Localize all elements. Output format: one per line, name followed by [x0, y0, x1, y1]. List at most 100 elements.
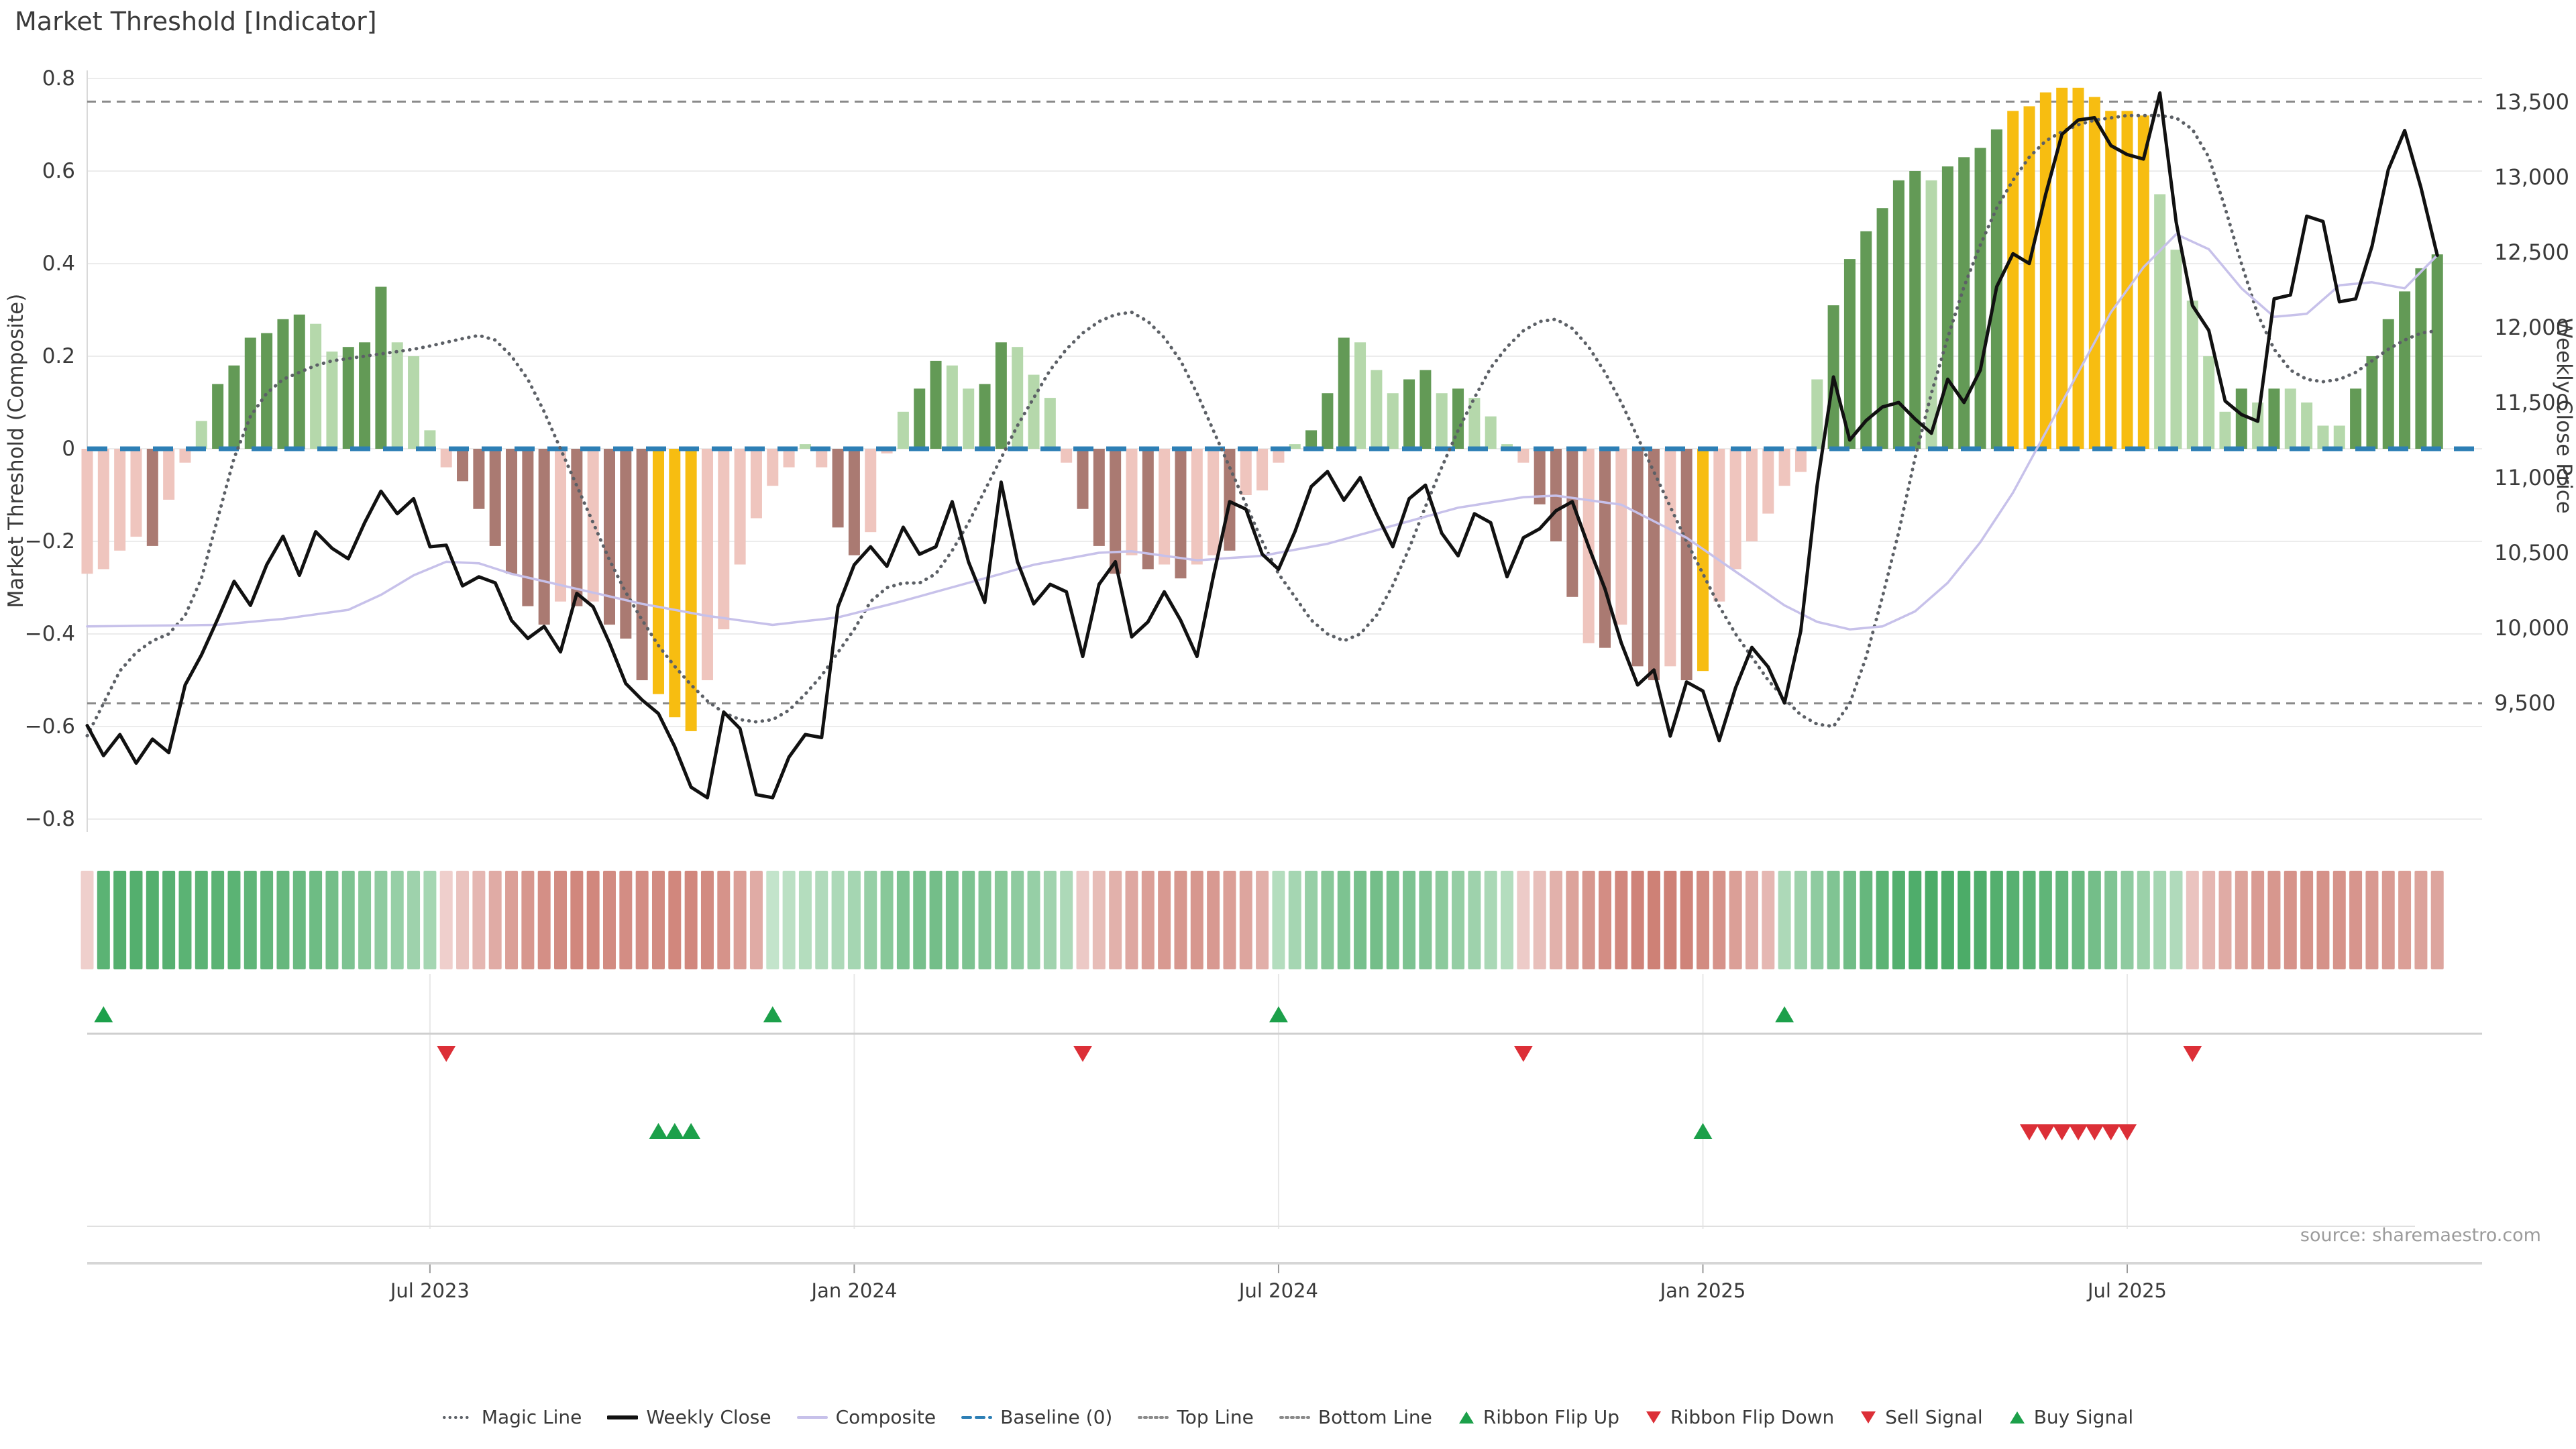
- ribbon-cell: [1223, 871, 1236, 969]
- axis-labels: 0.8 0.6 0.4 0.2 0 −0.2 −0.4 −0.6 −0.8 13,500 13,00…: [25, 66, 2569, 831]
- ribbon-cell: [1501, 871, 1514, 969]
- ribbon-cell: [390, 871, 404, 969]
- ribbon-cell: [929, 871, 943, 969]
- ribbon-cell: [1043, 871, 1057, 969]
- ribbon-cell: [1957, 871, 1971, 969]
- line-swatch-icon: [961, 1415, 993, 1419]
- legend-label: Weekly Close: [646, 1406, 771, 1428]
- ribbon-cell: [2414, 871, 2428, 969]
- ribbon-cell: [260, 871, 274, 969]
- sell-signal-marker: [2036, 1124, 2055, 1140]
- ribbon-cell: [2300, 871, 2314, 969]
- sell-signal-marker: [2052, 1124, 2072, 1140]
- signal-markers: [87, 1006, 2482, 1140]
- bar: [2105, 111, 2117, 449]
- right-tick-label: 12,000: [2494, 315, 2569, 340]
- bar: [1354, 342, 1366, 449]
- right-tick-label: 11,000: [2494, 465, 2569, 490]
- bar: [2252, 402, 2264, 449]
- ribbon-cell: [1713, 871, 1726, 969]
- ribbon-cell: [2202, 871, 2216, 969]
- bar: [1680, 449, 1693, 680]
- triangle-down-icon: [1861, 1411, 1876, 1424]
- ribbon-cell: [651, 871, 665, 969]
- line-swatch-icon: [607, 1415, 639, 1419]
- ribbon-cell: [2088, 871, 2101, 969]
- ribbon-cell: [1190, 871, 1203, 969]
- legend-label: Buy Signal: [2033, 1406, 2134, 1428]
- ribbon-cell: [162, 871, 176, 969]
- ribbon-cell: [423, 871, 437, 969]
- left-tick-label: −0.6: [25, 714, 75, 739]
- bar: [848, 449, 860, 555]
- ribbon-cell: [1109, 871, 1122, 969]
- ribbon-cell: [1011, 871, 1024, 969]
- line-swatch-icon: [1138, 1415, 1169, 1419]
- bar: [2186, 301, 2198, 449]
- bar: [1452, 388, 1464, 449]
- bar: [1860, 231, 1872, 449]
- ribbon-cell: [97, 871, 110, 969]
- ribbon-cell: [586, 871, 600, 969]
- ribbon-cell: [1092, 871, 1106, 969]
- source-credit: source: sharemaestro.com: [2300, 1225, 2541, 1246]
- line-swatch-icon: [442, 1415, 474, 1419]
- bar: [1061, 449, 1073, 463]
- bar: [2333, 425, 2345, 449]
- ribbon-cell: [1582, 871, 1595, 969]
- ribbon-cell: [1827, 871, 1840, 969]
- ribbon-cell: [1256, 871, 1269, 969]
- bar: [1338, 337, 1350, 449]
- bar: [81, 449, 93, 574]
- ribbon-cell: [2169, 871, 2183, 969]
- bar: [212, 384, 224, 449]
- bar: [424, 430, 436, 449]
- bar: [1077, 449, 1089, 509]
- bar: [244, 337, 256, 449]
- triangle-up-icon: [1458, 1411, 1474, 1424]
- legend-label: Ribbon Flip Down: [1670, 1406, 1835, 1428]
- bar: [2023, 106, 2035, 449]
- weekly-close-line: [85, 91, 2439, 800]
- bar: [669, 449, 681, 718]
- bar: [1256, 449, 1269, 491]
- legend-item-top-line: Top Line: [1138, 1406, 1254, 1428]
- bar: [799, 444, 811, 449]
- left-tick-label: 0.6: [42, 159, 75, 183]
- bar: [946, 365, 958, 449]
- bar: [1631, 449, 1644, 667]
- ribbon-cell: [782, 871, 796, 969]
- bar: [1697, 449, 1709, 672]
- bar: [1713, 449, 1725, 602]
- trend-ribbon: [80, 871, 2444, 969]
- left-tick-label: −0.8: [25, 807, 75, 831]
- ribbon-cell: [276, 871, 290, 969]
- ribbon-cell: [439, 871, 453, 969]
- ribbon-cell: [1762, 871, 1775, 969]
- ribbon-cell: [1925, 871, 1938, 969]
- ribbon-cell: [1664, 871, 1677, 969]
- bar: [816, 449, 828, 468]
- left-tick-label: 0: [62, 437, 75, 461]
- ribbon-cell: [1876, 871, 1889, 969]
- buy-signal-marker: [1693, 1123, 1713, 1139]
- ribbon-cell: [1272, 871, 1285, 969]
- ribbon-cell: [2153, 871, 2167, 969]
- bar: [1371, 370, 1383, 449]
- ribbon-cell: [1354, 871, 1367, 969]
- right-tick-label: 12,500: [2494, 239, 2569, 265]
- bar: [1746, 449, 1758, 541]
- ribbon-cell: [749, 871, 763, 969]
- bar: [277, 319, 289, 449]
- ribbon-cell: [831, 871, 845, 969]
- ribbon-cell: [913, 871, 926, 969]
- buy-signal-marker: [682, 1123, 701, 1139]
- ribbon-cell: [1974, 871, 1987, 969]
- bar: [832, 449, 844, 528]
- bar: [1909, 171, 1921, 449]
- ribbon-cell: [2137, 871, 2150, 969]
- magic-line-line: [85, 113, 2439, 738]
- ribbon-cell: [1207, 871, 1220, 969]
- right-tick-label: 10,000: [2494, 615, 2569, 641]
- line-swatch-icon: [796, 1415, 828, 1419]
